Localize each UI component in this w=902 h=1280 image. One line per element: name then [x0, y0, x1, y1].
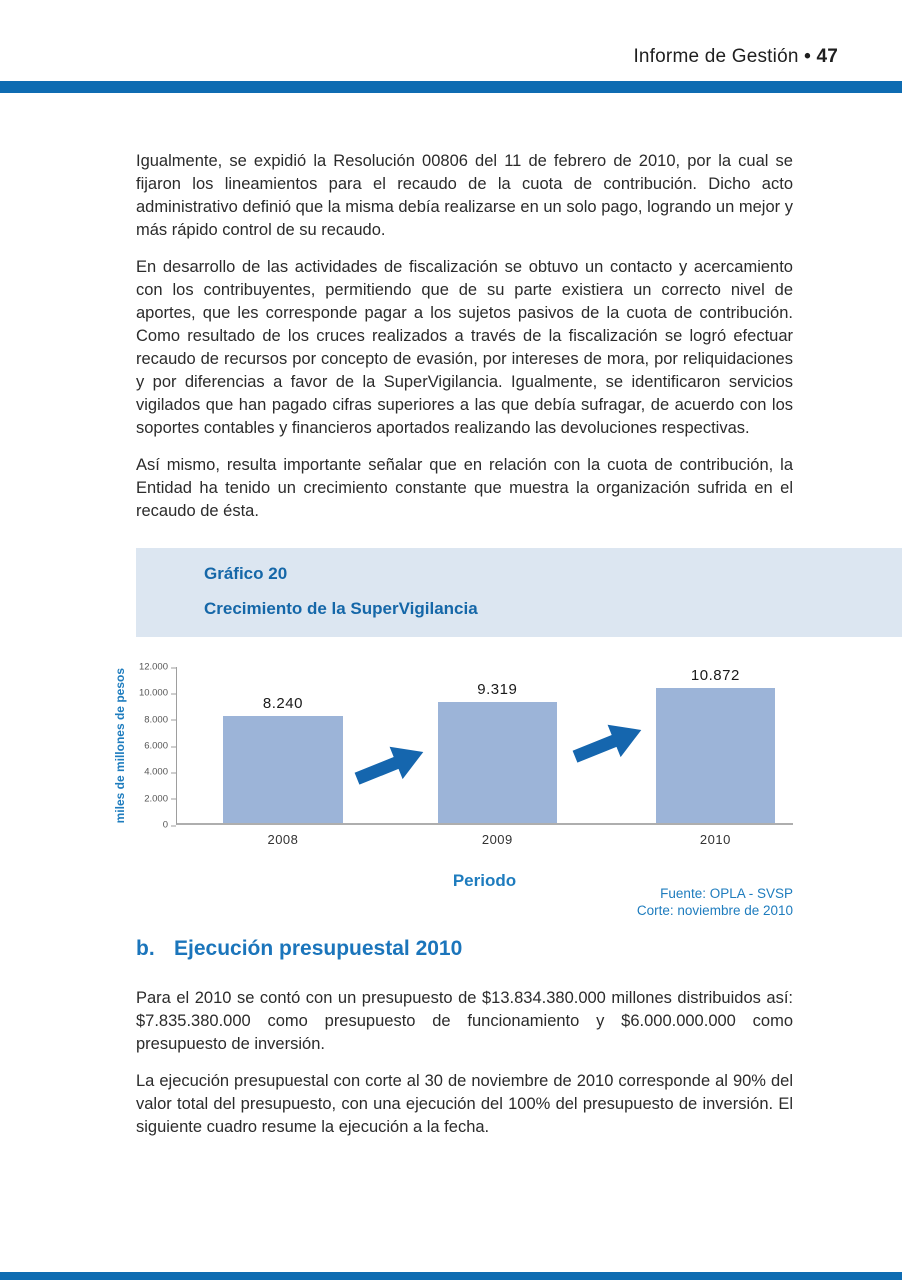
bar-group-2008: 8.240 2008 — [223, 667, 343, 847]
chart-title-box: Gráfico 20 Crecimiento de la SuperVigila… — [136, 548, 902, 637]
y-tick-label: 10.000 — [138, 687, 177, 699]
body-text: Para el 2010 se contó con un presupuesto… — [136, 987, 793, 1139]
paragraph: Para el 2010 se contó con un presupuesto… — [136, 989, 793, 1053]
bar-chart: miles de millones de pesos 0 2.000 4.000 6.… — [108, 662, 793, 853]
bar-value-label: 9.319 — [477, 680, 518, 698]
section-marker: b. — [136, 937, 155, 960]
header-divider-bar — [0, 81, 902, 93]
bar-value-label: 10.872 — [690, 667, 740, 684]
section-title: Ejecución presupuestal 2010 — [174, 937, 463, 960]
plot-area: 8.240 2008 9.319 2009 10.872 — [176, 667, 793, 847]
x-axis-label: 2008 — [267, 832, 299, 847]
y-tick-label: 2.000 — [144, 793, 176, 805]
growth-arrow-icon — [353, 743, 429, 787]
chart-source: Fuente: OPLA - SVSP Corte: noviembre de … — [637, 885, 793, 919]
paragraph: En desarrollo de las actividades de fisc… — [136, 258, 793, 437]
bar-2010 — [655, 688, 776, 823]
y-tick-label: 12.000 — [138, 661, 177, 673]
paragraph: Así mismo, resulta importante señalar qu… — [136, 456, 793, 520]
y-tick-label: 6.000 — [144, 740, 176, 752]
chart-title: Crecimiento de la SuperVigilancia — [204, 599, 478, 618]
header-text: Informe de Gestión • 47 — [0, 46, 902, 68]
report-title: Informe de Gestión — [633, 46, 799, 67]
bar-group-2010: 10.872 2010 — [655, 667, 776, 847]
section-heading: b. Ejecución presupuestal 2010 — [136, 937, 793, 961]
y-tick-label: 0 — [162, 819, 177, 831]
growth-arrow-icon — [571, 721, 647, 765]
paragraph: La ejecución presupuestal con corte al 3… — [136, 1072, 793, 1136]
x-axis-title: Periodo — [452, 871, 517, 890]
y-tick-label: 4.000 — [144, 766, 176, 778]
bar-2009 — [437, 701, 558, 823]
source-line: Fuente: OPLA - SVSP — [660, 886, 793, 901]
source-line: Corte: noviembre de 2010 — [636, 903, 793, 918]
y-axis-tick-labels: 0 2.000 4.000 6.000 8.000 10.000 12.000 — [132, 662, 177, 831]
y-axis-title: miles de millones de pesos — [113, 668, 127, 824]
footer-divider-bar — [0, 1272, 902, 1280]
body-text: Igualmente, se expidió la Resolución 008… — [136, 150, 793, 523]
x-axis-label: 2009 — [481, 832, 513, 847]
x-axis-label: 2010 — [699, 832, 731, 847]
chart-number-label: Gráfico 20 — [204, 564, 288, 583]
bar-2008 — [223, 715, 343, 823]
paragraph: Igualmente, se expidió la Resolución 008… — [136, 152, 793, 239]
bar-group-2009: 9.319 2009 — [437, 667, 558, 847]
page-number: • 47 — [804, 46, 838, 67]
bar-value-label: 8.240 — [262, 694, 303, 712]
page-header: Informe de Gestión • 47 — [0, 0, 902, 93]
y-tick-label: 8.000 — [144, 714, 176, 726]
